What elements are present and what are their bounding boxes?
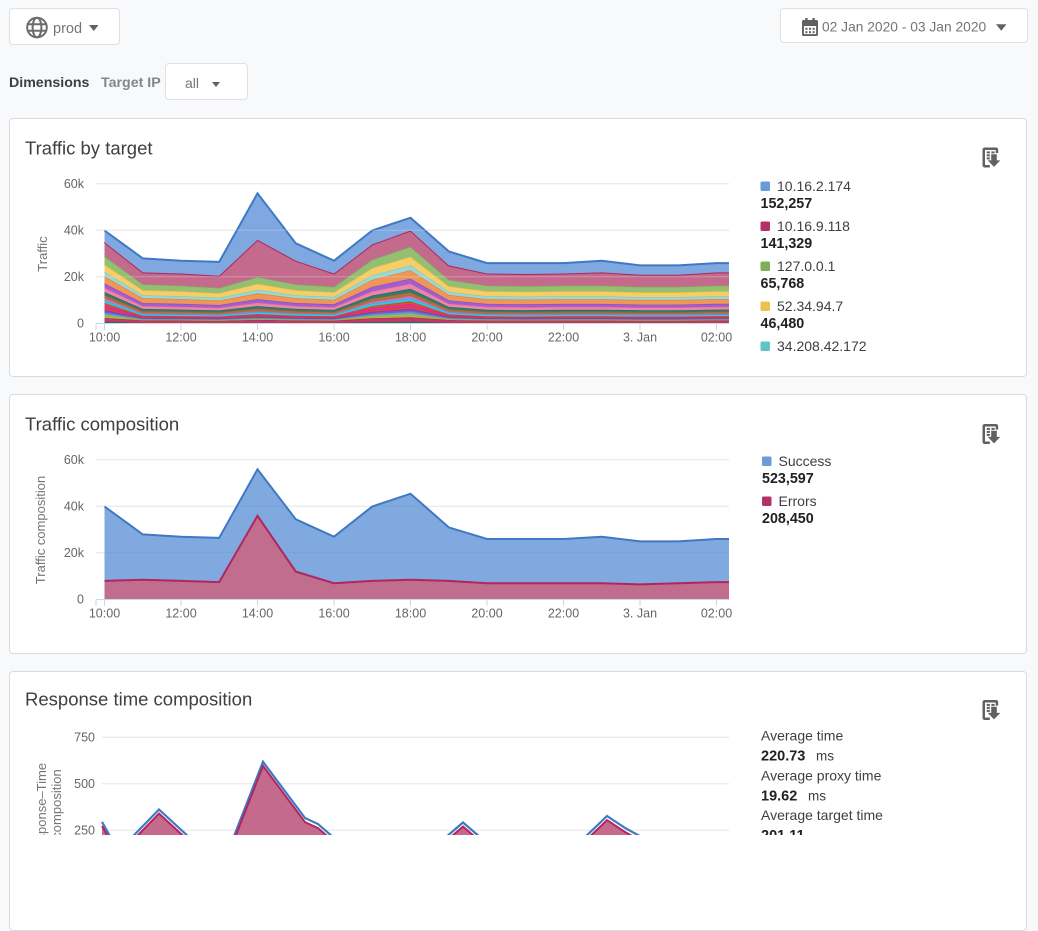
svg-text:Response–Time: Response–Time (34, 763, 49, 835)
svg-text:65,768: 65,768 (761, 276, 805, 292)
svg-text:Dimensions: Dimensions (9, 75, 90, 91)
svg-text:10:00: 10:00 (89, 331, 120, 345)
svg-text:Success: Success (779, 453, 832, 469)
svg-text:ms: ms (808, 788, 826, 803)
svg-text:Traffic composition: Traffic composition (33, 476, 48, 584)
svg-text:Errors: Errors (779, 493, 817, 509)
svg-text:all: all (185, 75, 199, 91)
svg-text:Response time composition: Response time composition (25, 689, 252, 710)
svg-text:127.0.0.1: 127.0.0.1 (777, 258, 836, 274)
svg-text:Average time: Average time (761, 728, 843, 744)
svg-text:40k: 40k (64, 500, 85, 514)
svg-text:10:00: 10:00 (89, 607, 120, 621)
svg-text:12:00: 12:00 (165, 331, 196, 345)
svg-text:20:00: 20:00 (471, 607, 502, 621)
svg-text:141,329: 141,329 (761, 236, 813, 252)
svg-text:16:00: 16:00 (318, 331, 349, 345)
svg-text:20k: 20k (64, 546, 85, 560)
svg-text:201.11: 201.11 (761, 828, 805, 835)
svg-text:22:00: 22:00 (548, 331, 579, 345)
svg-text:Traffic by target: Traffic by target (25, 138, 153, 159)
svg-text:Traffic: Traffic (35, 236, 50, 272)
svg-text:34.208.42.172: 34.208.42.172 (777, 338, 867, 354)
svg-text:composition: composition (49, 769, 64, 835)
svg-text:152,257: 152,257 (761, 196, 813, 212)
svg-text:14:00: 14:00 (242, 607, 273, 621)
svg-text:0: 0 (77, 317, 84, 331)
svg-text:20:00: 20:00 (471, 331, 502, 345)
svg-text:523,597: 523,597 (762, 471, 814, 487)
svg-text:14:00: 14:00 (242, 331, 273, 345)
svg-text:46,480: 46,480 (761, 316, 805, 332)
svg-text:prod: prod (53, 21, 82, 37)
svg-text:ms: ms (816, 749, 834, 764)
svg-text:40k: 40k (64, 224, 85, 238)
svg-text:60k: 60k (64, 177, 85, 191)
svg-text:22:00: 22:00 (548, 607, 579, 621)
svg-text:02:00: 02:00 (701, 607, 732, 621)
svg-text:208,450: 208,450 (762, 511, 814, 527)
svg-text:18:00: 18:00 (395, 607, 426, 621)
svg-text:3. Jan: 3. Jan (623, 607, 657, 621)
svg-text:19.62: 19.62 (761, 788, 797, 804)
svg-text:220.73: 220.73 (761, 749, 805, 765)
svg-text:52.34.94.7: 52.34.94.7 (777, 298, 843, 314)
svg-text:3. Jan: 3. Jan (623, 331, 657, 345)
svg-text:10.16.9.118: 10.16.9.118 (777, 218, 850, 234)
svg-text:12:00: 12:00 (165, 607, 196, 621)
svg-text:750: 750 (74, 731, 95, 745)
svg-text:Average proxy time: Average proxy time (761, 767, 882, 783)
svg-text:20k: 20k (64, 270, 85, 284)
svg-text:02 Jan 2020 - 03 Jan 2020: 02 Jan 2020 - 03 Jan 2020 (822, 20, 986, 35)
svg-text:02:00: 02:00 (701, 331, 732, 345)
svg-text:18:00: 18:00 (395, 331, 426, 345)
svg-text:Target IP: Target IP (101, 75, 161, 91)
svg-text:250: 250 (74, 824, 95, 836)
svg-text:60k: 60k (64, 453, 85, 467)
svg-text:0: 0 (77, 593, 84, 607)
svg-text:Average target time: Average target time (761, 807, 883, 823)
svg-text:16:00: 16:00 (318, 607, 349, 621)
svg-text:10.16.2.174: 10.16.2.174 (777, 178, 851, 194)
svg-text:Traffic composition: Traffic composition (25, 413, 179, 434)
svg-text:500: 500 (74, 777, 95, 791)
